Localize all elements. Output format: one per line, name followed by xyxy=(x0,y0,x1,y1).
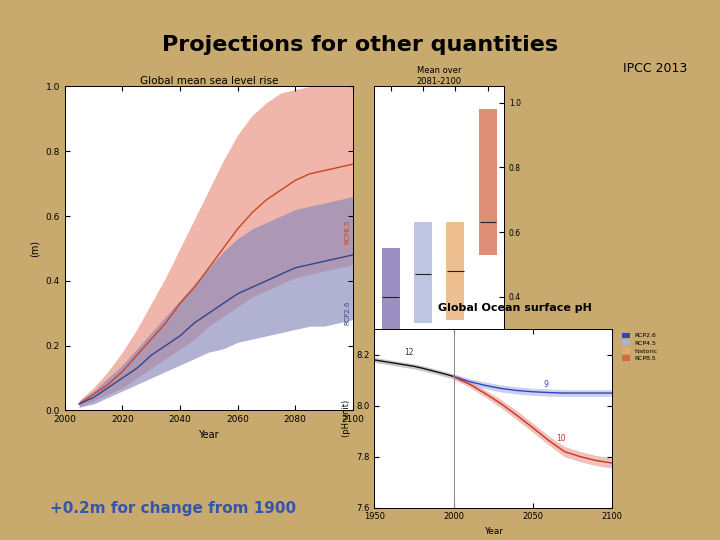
Legend: RCP2.6, RCP4.5, historic, RCP8.5: RCP2.6, RCP4.5, historic, RCP8.5 xyxy=(622,333,658,361)
X-axis label: Year: Year xyxy=(199,430,219,440)
Text: 10: 10 xyxy=(557,434,566,443)
Title: Mean over
2081-2100: Mean over 2081-2100 xyxy=(417,66,462,86)
Text: Global Ocean surface pH: Global Ocean surface pH xyxy=(438,303,592,313)
Title: Global mean sea level rise: Global mean sea level rise xyxy=(140,76,278,86)
Text: RCP8.5: RCP8.5 xyxy=(344,220,350,245)
Text: RCP2.6: RCP2.6 xyxy=(344,301,350,326)
Bar xyxy=(382,248,400,342)
X-axis label: Year: Year xyxy=(484,527,503,536)
Y-axis label: (m): (m) xyxy=(30,240,40,257)
Text: IPCC 2013: IPCC 2013 xyxy=(624,62,688,75)
Bar xyxy=(414,222,432,323)
Text: +0.2m for change from 1900: +0.2m for change from 1900 xyxy=(50,501,297,516)
Bar xyxy=(446,222,464,320)
Bar xyxy=(479,109,497,255)
Text: Projections for other quantities: Projections for other quantities xyxy=(162,35,558,55)
Y-axis label: (pH unit): (pH unit) xyxy=(341,400,351,437)
Text: 12: 12 xyxy=(405,348,414,357)
Text: 9: 9 xyxy=(543,380,548,389)
